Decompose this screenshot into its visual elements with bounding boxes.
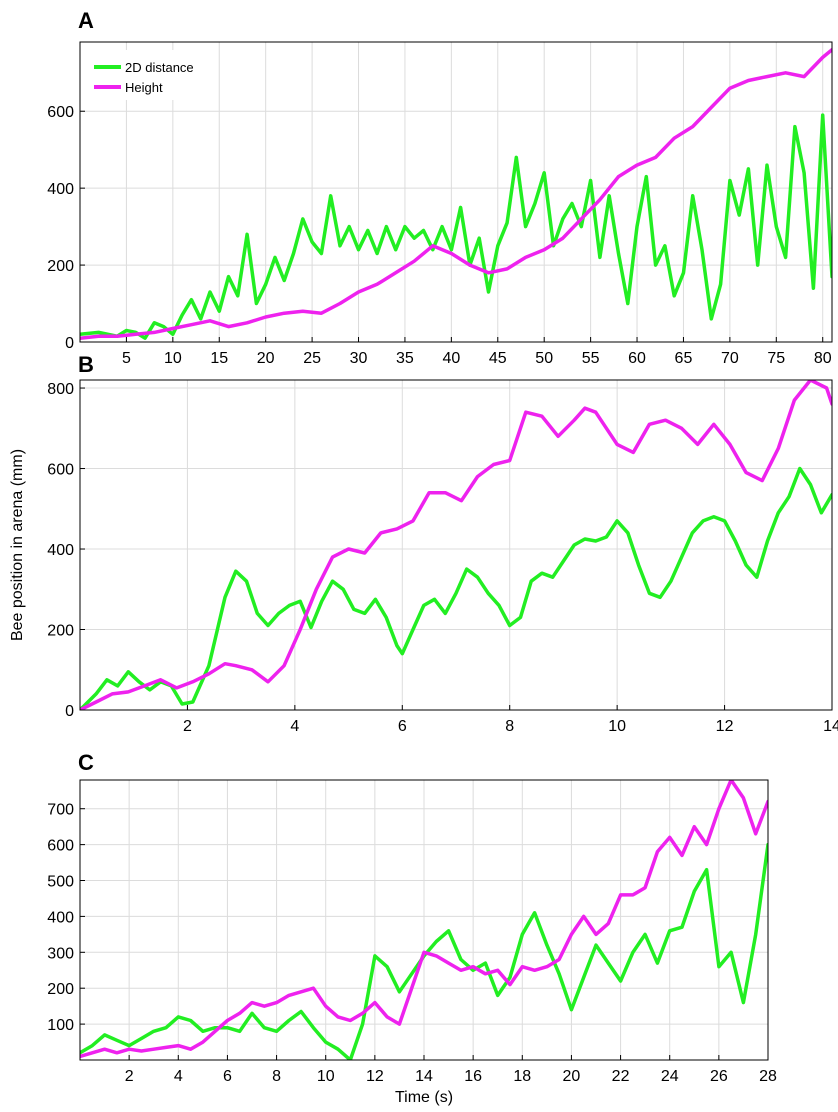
panel-a-x-tick-label-75: 75 [767,350,785,367]
panel-b-x-tick-label-12: 12 [716,718,734,735]
panel-c-y-tick-label-100: 100 [47,1017,74,1034]
panel-c-y-tick-label-500: 500 [47,874,74,891]
panel-a-x-tick-label-5: 5 [122,350,131,367]
legend-label-2d-distance: 2D distance [125,60,194,75]
panel-c-x-tick-label-2: 2 [125,1068,134,1085]
panel-a-y-tick-label-0: 0 [65,335,74,352]
panel-b-x-tick-label-10: 10 [608,718,626,735]
panel-b-y-tick-label-200: 200 [47,623,74,640]
panel-c-x-tick-label-26: 26 [710,1068,728,1085]
panel-c-x-tick-label-28: 28 [759,1068,777,1085]
panel-letter-c: C [78,750,94,775]
legend-label-height: Height [125,80,163,95]
panel-c-x-tick-label-4: 4 [174,1068,183,1085]
panel-a-y-tick-label-600: 600 [47,104,74,121]
panel-c-y-tick-label-300: 300 [47,945,74,962]
panel-b-ticks: 2 4 6 8 10 12 14 0 200 400 600 800 [47,381,838,735]
panel-c-y-tick-label-600: 600 [47,838,74,855]
panel-a-x-tick-label-20: 20 [257,350,275,367]
panel-a-x-tick-label-60: 60 [628,350,646,367]
panel-a-x-tick-label-65: 65 [675,350,693,367]
panel-c-series [80,780,768,1060]
panel-b-y-tick-label-600: 600 [47,462,74,479]
panel-c-x-tick-label-20: 20 [563,1068,581,1085]
panel-a-series-2d-distance [80,113,832,340]
panel-b-y-tick-label-800: 800 [47,381,74,398]
panel-a-ticks: 5 10 15 20 25 30 35 40 45 50 55 60 65 70 75 80 0 200 400 60… [47,104,831,367]
panel-letter-a: A [78,8,94,33]
y-axis-label: Bee position in arena (mm) [9,449,26,641]
panel-c-x-tick-label-14: 14 [415,1068,433,1085]
panel-c-y-tick-label-700: 700 [47,802,74,819]
panel-b-x-tick-label-4: 4 [290,718,299,735]
panel-c-x-tick-label-8: 8 [272,1068,281,1085]
legend-background [84,50,214,100]
panel-a-x-tick-label-25: 25 [303,350,321,367]
panel-c-series-height [80,780,768,1059]
panel-a-x-tick-label-30: 30 [350,350,368,367]
panel-c-x-tick-label-6: 6 [223,1068,232,1085]
x-axis-label: Time (s) [395,1089,453,1106]
panel-a: A 5 10 15 20 25 30 35 40 45 50 55 60 65 70 75 80 0 200 400… [47,8,833,367]
panel-a-x-tick-label-15: 15 [210,350,228,367]
panel-b-x-tick-label-6: 6 [398,718,407,735]
panel-b-series [80,380,832,710]
panel-b-y-tick-label-0: 0 [65,703,74,720]
panel-a-frame [79,41,833,343]
panel-letter-b: B [78,352,94,377]
panel-a-series-height [80,47,832,340]
panel-b-x-tick-label-8: 8 [505,718,514,735]
panel-a-x-tick-label-10: 10 [164,350,182,367]
panel-a-y-tick-label-400: 400 [47,181,74,198]
panel-c-x-tick-label-22: 22 [612,1068,630,1085]
panel-c-x-tick-label-12: 12 [366,1068,384,1085]
panel-c-y-tick-label-200: 200 [47,981,74,998]
panel-c: C 2 4 6 8 10 12 14 16 18 20 22 24 26 2810020030040050… [47,750,777,1085]
legend: 2D distance Height [84,50,214,100]
panel-a-x-tick-label-45: 45 [489,350,507,367]
panel-a-series [80,47,832,340]
panel-c-y-tick-label-400: 400 [47,909,74,926]
panel-a-x-tick-label-35: 35 [396,350,414,367]
panel-b-x-tick-label-14: 14 [823,718,838,735]
panel-c-x-tick-label-10: 10 [317,1068,335,1085]
panel-a-x-tick-label-80: 80 [814,350,832,367]
panel-c-ticks: 2 4 6 8 10 12 14 16 18 20 22 24 26 281002003004005006… [47,802,777,1085]
panel-c-x-tick-label-16: 16 [464,1068,482,1085]
panel-b-y-tick-label-400: 400 [47,542,74,559]
panel-b-frame [79,379,833,711]
panel-a-x-tick-label-40: 40 [442,350,460,367]
panel-b-series-height [80,380,832,710]
panel-c-x-tick-label-24: 24 [661,1068,679,1085]
panel-b: B 2 4 6 8 10 12 14 0 200 400 600 800 [47,352,838,735]
panel-a-x-tick-label-55: 55 [582,350,600,367]
panel-a-x-tick-label-50: 50 [535,350,553,367]
panel-b-series-2d-distance [80,466,832,710]
panel-a-y-tick-label-200: 200 [47,258,74,275]
panel-c-x-tick-label-18: 18 [513,1068,531,1085]
panel-a-x-tick-label-70: 70 [721,350,739,367]
panel-b-x-tick-label-2: 2 [183,718,192,735]
